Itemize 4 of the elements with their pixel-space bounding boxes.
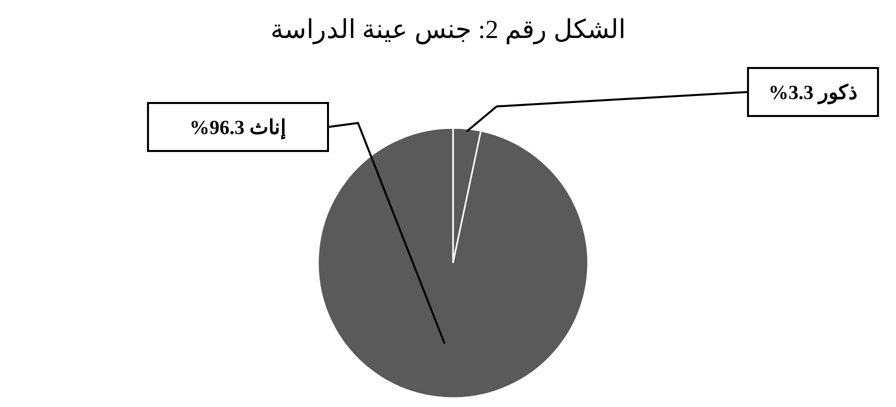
- pie-slice: [317, 127, 589, 398]
- chart-title: الشكل رقم 2: جنس عينة الدراسة: [270, 15, 626, 45]
- slice-label: ذكور 3.3%: [768, 82, 858, 105]
- slice-label: إناث 96.3%: [190, 117, 286, 140]
